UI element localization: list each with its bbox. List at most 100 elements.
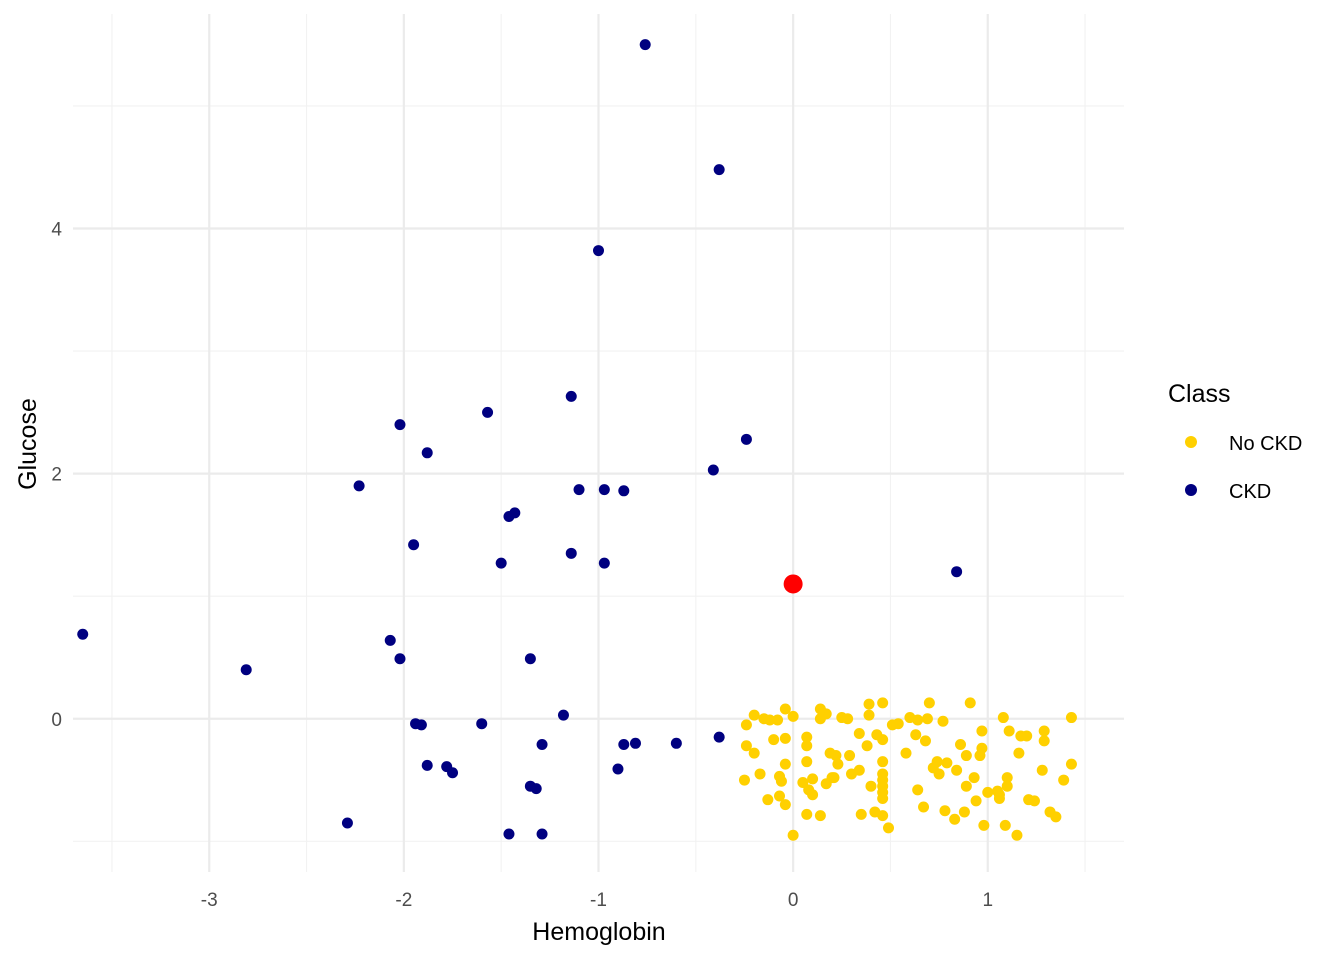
point-no-ckd (910, 729, 922, 741)
point-ckd (495, 557, 507, 569)
point-no-ckd (955, 739, 967, 751)
point-no-ckd (1013, 747, 1025, 759)
point-no-ckd (923, 697, 935, 709)
legend: Class No CKD CKD (1168, 380, 1302, 503)
point-ckd (713, 164, 725, 176)
point-no-ckd (931, 756, 943, 768)
point-no-ckd (779, 703, 791, 715)
point-no-ckd (740, 719, 752, 731)
point-no-ckd (853, 727, 865, 739)
point-no-ckd (958, 806, 970, 818)
point-ckd (740, 433, 752, 445)
point-no-ckd (877, 810, 889, 822)
point-no-ckd (801, 756, 813, 768)
point-no-ckd (1038, 735, 1050, 747)
x-axis-title: Hemoglobin (532, 918, 665, 946)
point-no-ckd (882, 822, 894, 834)
point-ckd (593, 245, 604, 257)
point-no-ckd (892, 718, 904, 730)
point-no-ckd (748, 747, 760, 759)
point-no-ckd (918, 801, 930, 813)
point-ckd (536, 828, 548, 840)
major-gridlines (73, 14, 1124, 872)
x-tick-label: -1 (590, 890, 607, 911)
point-ckd (421, 447, 433, 459)
point-no-ckd (814, 713, 826, 725)
point-no-ckd (960, 780, 972, 792)
point-ckd (447, 767, 459, 779)
point-no-ckd (997, 712, 1009, 724)
point-no-ckd (779, 799, 791, 811)
point-no-ckd (787, 829, 799, 841)
point-no-ckd (855, 808, 867, 820)
point-ckd (353, 480, 365, 492)
point-no-ckd (801, 740, 813, 752)
point-no-ckd (826, 772, 838, 784)
x-tick-label: 1 (982, 890, 993, 911)
point-no-ckd (921, 713, 933, 725)
point-ckd (341, 817, 353, 829)
point-no-ckd (877, 734, 889, 746)
point-no-ckd (900, 747, 912, 759)
point-no-ckd (999, 819, 1011, 831)
point-no-ckd (1021, 730, 1033, 742)
point-no-ckd (814, 810, 826, 822)
point-no-ckd (939, 805, 951, 817)
point-ckd (670, 737, 682, 749)
y-tick-label: 2 (51, 465, 62, 486)
legend-label-ckd: CKD (1229, 481, 1271, 503)
point-no-ckd (748, 709, 760, 721)
point-ckd (394, 653, 406, 665)
point-ckd (565, 390, 577, 402)
point-ckd (598, 484, 610, 496)
point-ckd (618, 485, 630, 497)
point-no-ckd (877, 786, 889, 798)
point-no-ckd (774, 790, 786, 802)
point-no-ckd (832, 758, 844, 770)
point-no-ckd (797, 777, 809, 789)
point-ckd (618, 739, 630, 751)
point-no-ckd (1065, 712, 1077, 724)
legend-swatch-no-ckd (1185, 436, 1197, 448)
point-no-ckd (865, 780, 877, 792)
point-no-ckd (1050, 811, 1062, 823)
point-no-ckd (941, 757, 953, 769)
point-no-ckd (974, 750, 986, 762)
point-ckd (536, 739, 548, 751)
point-ckd (557, 709, 569, 721)
point-ckd (639, 39, 651, 51)
point-no-ckd (807, 773, 819, 785)
point-no-ckd (919, 735, 931, 747)
point-ckd (421, 759, 433, 771)
point-ckd (565, 547, 577, 559)
point-ckd (951, 566, 963, 578)
point-no-ckd (978, 819, 990, 831)
point-no-ckd (846, 768, 858, 780)
point-ckd (598, 557, 610, 569)
legend-swatch-ckd (1185, 484, 1197, 496)
point-ckd (476, 718, 488, 730)
y-tick-label: 0 (51, 710, 62, 731)
point-no-ckd (964, 697, 976, 709)
point-ckd (524, 653, 536, 665)
point-ckd (408, 539, 420, 551)
point-no-ckd (970, 795, 982, 807)
point-no-ckd (982, 786, 994, 798)
point-no-ckd (877, 756, 889, 768)
point-no-ckd (912, 784, 924, 796)
point-ckd (415, 719, 427, 731)
point-no-ckd (775, 775, 787, 787)
point-ckd (713, 731, 725, 743)
point-no-ckd (807, 789, 819, 801)
point-no-ckd (993, 792, 1005, 804)
point-no-ckd (787, 710, 799, 722)
point-no-ckd (842, 713, 854, 725)
point-no-ckd (877, 697, 889, 709)
point-no-ckd (1001, 772, 1013, 784)
point-no-ckd (1003, 725, 1015, 737)
point-no-ckd (933, 768, 945, 780)
point-no-ckd (1028, 795, 1040, 807)
point-no-ckd (779, 758, 791, 770)
point-no-ckd (768, 734, 780, 746)
